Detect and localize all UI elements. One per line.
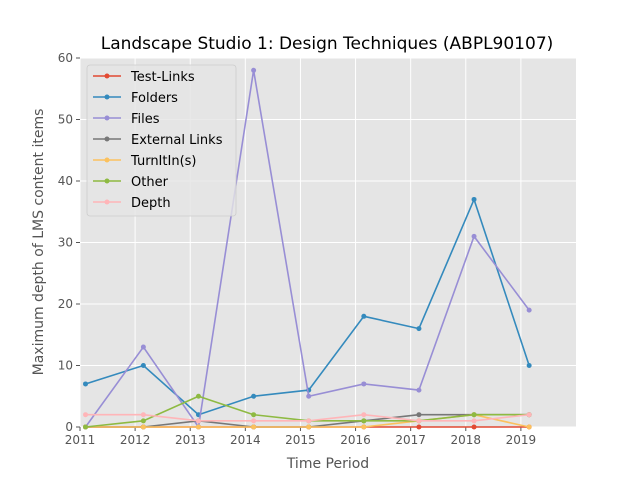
legend-marker [104, 199, 110, 205]
data-point-turnitin-s [306, 424, 312, 430]
data-point-turnitin-s [195, 424, 201, 430]
legend-item: External Links [93, 133, 223, 148]
data-point-folders [416, 326, 422, 332]
data-point-turnitin-s [361, 424, 367, 430]
x-tick-label: 2014 [230, 433, 261, 447]
x-tick-label: 2019 [506, 433, 537, 447]
x-axis-label: Time Period [286, 456, 369, 472]
legend-label: Folders [131, 91, 178, 106]
y-axis-ticks: 0 10 20 30 40 50 60 [58, 51, 80, 434]
legend-label: Files [131, 112, 160, 127]
legend-marker [104, 136, 110, 142]
data-point-depth [361, 412, 367, 418]
legend-item: Folders [93, 91, 178, 106]
data-point-folders [251, 393, 257, 399]
y-tick-label: 10 [58, 359, 73, 373]
data-point-turnitin-s [526, 424, 532, 430]
legend-marker [104, 157, 110, 163]
data-point-folders [83, 381, 89, 387]
legend-label: Test-Links [130, 70, 195, 85]
x-axis-ticks: 2011 2012 2013 2014 2015 2016 2017 2018 2019 [65, 427, 536, 447]
data-point-other [361, 418, 367, 424]
series-depth [83, 412, 532, 424]
data-point-turnitin-s [251, 424, 257, 430]
data-point-files [526, 307, 532, 313]
data-point-test-links [471, 424, 477, 430]
data-point-depth [306, 418, 312, 424]
legend-marker [104, 115, 110, 121]
x-tick-label: 2015 [285, 433, 316, 447]
legend-label: Other [131, 175, 169, 190]
x-tick-label: 2018 [451, 433, 482, 447]
series-folders [83, 196, 532, 418]
data-point-turnitin-s [140, 424, 146, 430]
y-tick-label: 60 [58, 51, 73, 65]
data-point-other [471, 412, 477, 418]
data-point-files [306, 393, 312, 399]
chart-title: Landscape Studio 1: Design Techniques (A… [101, 34, 554, 54]
legend: Test-Links Folders Files External Links Turn… [86, 64, 237, 217]
y-tick-label: 20 [58, 297, 73, 311]
data-point-other [140, 418, 146, 424]
data-point-depth [140, 412, 146, 418]
y-axis-label: Maximum depth of LMS content items [31, 109, 47, 376]
x-tick-label: 2017 [395, 433, 426, 447]
legend-item: Files [93, 112, 160, 127]
data-point-folders [361, 313, 367, 319]
data-point-other [195, 393, 201, 399]
legend-box [86, 64, 237, 217]
y-tick-label: 0 [65, 420, 73, 434]
data-point-other [251, 412, 257, 418]
legend-marker [104, 73, 110, 79]
legend-item: TurnItIn(s) [93, 154, 196, 169]
data-point-other [83, 424, 89, 430]
data-point-test-links [416, 424, 422, 430]
data-point-depth [251, 418, 257, 424]
y-tick-label: 30 [58, 236, 73, 250]
legend-item: Depth [93, 196, 171, 211]
data-point-folders [140, 363, 146, 368]
data-point-files [140, 344, 146, 350]
data-point-depth [526, 412, 532, 418]
data-point-folders [526, 363, 532, 368]
data-point-depth [416, 418, 422, 424]
legend-marker [104, 94, 110, 100]
data-point-files [416, 387, 422, 393]
legend-marker [104, 178, 110, 184]
y-tick-label: 50 [58, 113, 73, 127]
legend-label: External Links [131, 133, 223, 148]
data-point-folders [471, 196, 477, 202]
legend-item: Other [93, 175, 169, 190]
legend-label: TurnItIn(s) [130, 154, 196, 169]
data-point-depth [195, 418, 201, 424]
x-tick-label: 2013 [175, 433, 206, 447]
data-point-external-links [416, 412, 422, 418]
data-point-files [361, 381, 367, 387]
legend-item: Test-Links [93, 70, 195, 85]
data-point-files [251, 67, 257, 73]
data-point-depth [471, 418, 477, 424]
data-point-depth [83, 412, 89, 418]
x-tick-label: 2016 [340, 433, 371, 447]
legend-label: Depth [131, 196, 171, 211]
x-tick-label: 2012 [120, 433, 151, 447]
series-group [83, 67, 532, 430]
data-point-files [471, 233, 477, 239]
y-tick-label: 40 [58, 174, 73, 188]
x-tick-label: 2011 [65, 433, 96, 447]
